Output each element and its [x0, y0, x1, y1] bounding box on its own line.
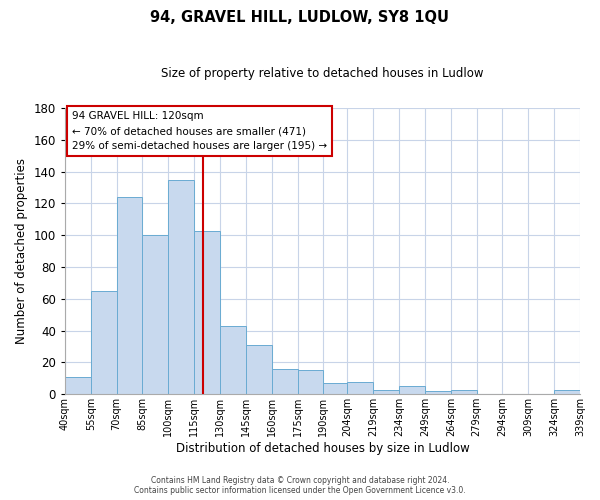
Bar [116, 197, 142, 394]
Bar [451, 390, 476, 394]
Bar [347, 382, 373, 394]
Bar [272, 369, 298, 394]
Bar [194, 230, 220, 394]
Text: 94, GRAVEL HILL, LUDLOW, SY8 1QU: 94, GRAVEL HILL, LUDLOW, SY8 1QU [151, 10, 449, 25]
Bar [65, 377, 91, 394]
Bar [323, 383, 349, 394]
Bar [399, 386, 425, 394]
Bar [298, 370, 323, 394]
Bar [373, 390, 399, 394]
Bar [554, 390, 580, 394]
Text: Contains HM Land Registry data © Crown copyright and database right 2024.
Contai: Contains HM Land Registry data © Crown c… [134, 476, 466, 495]
Text: 94 GRAVEL HILL: 120sqm
← 70% of detached houses are smaller (471)
29% of semi-de: 94 GRAVEL HILL: 120sqm ← 70% of detached… [72, 111, 327, 151]
Bar [91, 291, 116, 395]
Bar [425, 391, 451, 394]
Y-axis label: Number of detached properties: Number of detached properties [15, 158, 28, 344]
X-axis label: Distribution of detached houses by size in Ludlow: Distribution of detached houses by size … [176, 442, 469, 455]
Bar [246, 345, 272, 395]
Bar [220, 326, 246, 394]
Bar [142, 236, 169, 394]
Bar [169, 180, 194, 394]
Title: Size of property relative to detached houses in Ludlow: Size of property relative to detached ho… [161, 68, 484, 80]
